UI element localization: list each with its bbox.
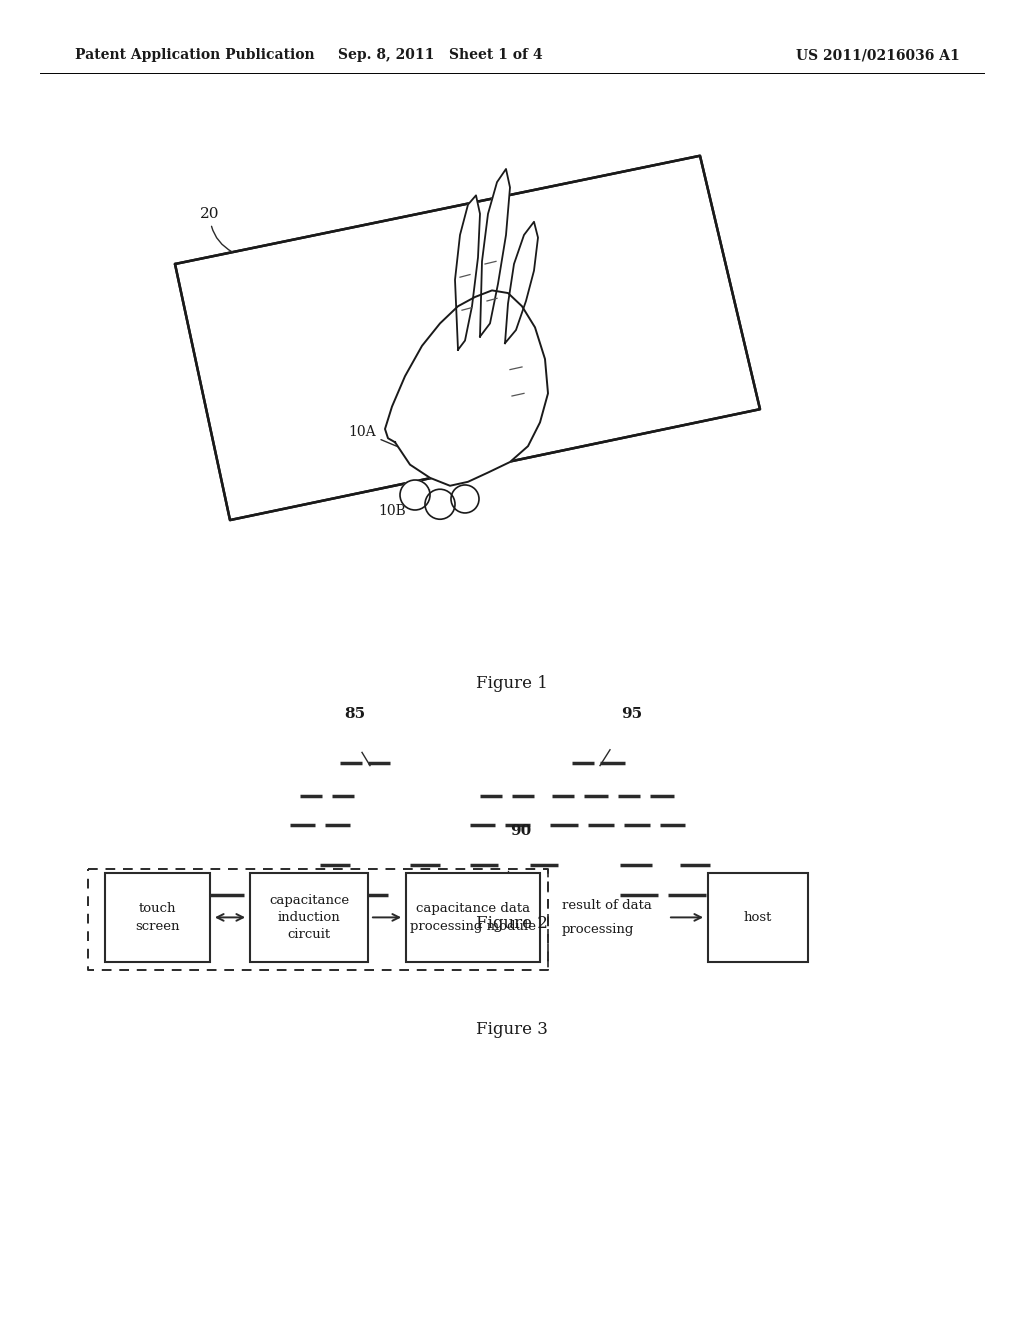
Text: Sep. 8, 2011   Sheet 1 of 4: Sep. 8, 2011 Sheet 1 of 4 [338,49,543,62]
Text: touch
screen: touch screen [135,902,180,933]
Text: Figure 3: Figure 3 [476,1022,548,1038]
Circle shape [400,480,430,510]
Bar [105,873,210,962]
Text: result of data: result of data [562,899,652,912]
Bar [250,873,368,962]
Polygon shape [385,290,548,486]
Polygon shape [505,222,538,343]
Text: Figure 2: Figure 2 [476,916,548,932]
Polygon shape [175,156,760,520]
Text: 90: 90 [510,824,531,838]
Text: 95: 95 [622,706,643,721]
Text: US 2011/0216036 A1: US 2011/0216036 A1 [797,49,961,62]
Bar [708,873,808,962]
Text: processing: processing [562,923,635,936]
Text: 10A: 10A [348,425,425,458]
Text: capacitance
induction
circuit: capacitance induction circuit [269,894,349,941]
Circle shape [425,490,455,519]
Text: 10B: 10B [378,490,430,517]
Text: capacitance data
processing module: capacitance data processing module [410,902,536,933]
Text: Patent Application Publication: Patent Application Publication [75,49,314,62]
Bar [406,873,540,962]
Polygon shape [480,169,510,337]
Circle shape [451,484,479,513]
Text: Figure 1: Figure 1 [476,676,548,692]
Polygon shape [455,195,480,350]
Text: 20: 20 [200,207,232,252]
Text: 85: 85 [344,706,366,721]
Text: host: host [743,911,772,924]
